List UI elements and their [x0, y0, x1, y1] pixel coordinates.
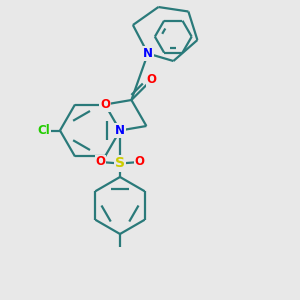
Text: O: O	[146, 74, 157, 86]
Text: O: O	[134, 155, 145, 169]
Text: S: S	[115, 157, 125, 170]
Text: O: O	[100, 98, 110, 111]
Text: O: O	[95, 155, 106, 169]
Text: N: N	[115, 124, 125, 137]
Text: N: N	[143, 47, 153, 60]
Text: Cl: Cl	[37, 124, 50, 137]
